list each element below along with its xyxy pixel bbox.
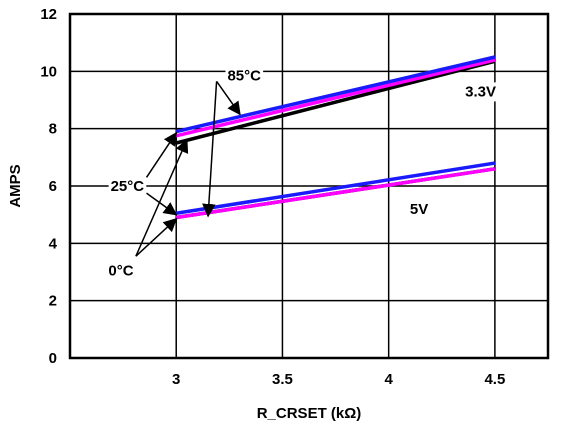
x-tick-label-1: 3.5 bbox=[272, 371, 293, 388]
annotation-label-4: 5V bbox=[410, 201, 428, 218]
annotation-bg-3 bbox=[463, 82, 499, 102]
annotation-bg-0 bbox=[225, 66, 264, 86]
y-axis-label: AMPS bbox=[7, 164, 24, 207]
y-tick-label-5: 10 bbox=[40, 63, 57, 80]
annotation-arrow-5 bbox=[135, 218, 178, 257]
annotation-bg-2 bbox=[106, 261, 136, 281]
series-lines bbox=[175, 55, 496, 220]
annotation-bg-4 bbox=[407, 199, 431, 219]
y-tick-label-2: 4 bbox=[49, 235, 58, 252]
annotation-label-1: 25°C bbox=[111, 178, 145, 195]
annotation-arrow-3 bbox=[146, 192, 178, 216]
x-tick-label-0: 3 bbox=[172, 371, 180, 388]
y-tick-label-6: 12 bbox=[40, 6, 57, 23]
y-tick-label-4: 8 bbox=[49, 121, 57, 138]
x-tick-label-2: 4 bbox=[384, 371, 393, 388]
annotation-label-3: 3.3V bbox=[465, 83, 496, 100]
tick-labels: 3 3.5 4 4.5 0 2 4 6 8 10 12 bbox=[40, 6, 505, 388]
y-tick-label-0: 0 bbox=[49, 350, 57, 367]
plot-frame bbox=[68, 12, 550, 360]
annotation-arrow-1 bbox=[202, 81, 218, 218]
series-line-5 bbox=[175, 161, 496, 215]
series-line-4 bbox=[175, 167, 496, 220]
annotation-arrow-0 bbox=[215, 80, 241, 116]
annotation-label-2: 0°C bbox=[108, 263, 133, 280]
series-line-0 bbox=[175, 59, 496, 145]
y-tick-label-3: 6 bbox=[49, 178, 57, 195]
annotations: 85°C 25°C 0°C 3.3V 5V bbox=[106, 66, 499, 281]
annotation-bg-1 bbox=[108, 177, 147, 196]
y-tick-label-1: 2 bbox=[49, 293, 57, 310]
annotation-arrows bbox=[135, 80, 241, 257]
annotation-arrow-4 bbox=[135, 138, 189, 257]
annotation-label-0: 85°C bbox=[227, 68, 261, 85]
x-tick-label-3: 4.5 bbox=[484, 371, 505, 388]
series-line-2 bbox=[175, 55, 496, 134]
series-line-1 bbox=[175, 58, 496, 138]
annotation-arrow-2 bbox=[145, 131, 177, 178]
x-axis-label: R_CRSET (kΩ) bbox=[257, 405, 362, 422]
